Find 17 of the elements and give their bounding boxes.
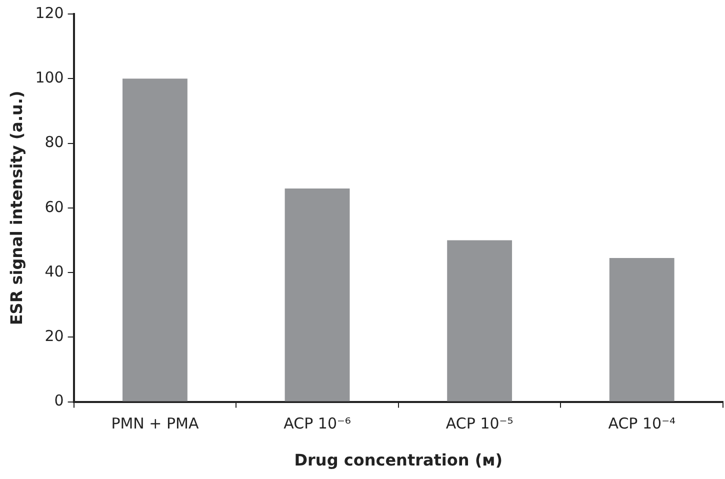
bar (447, 240, 512, 402)
y-tick-label: 40 (44, 262, 64, 280)
y-axis-title: ESR signal intensity (a.u.) (6, 90, 26, 326)
y-tick-label: 120 (35, 4, 64, 22)
x-tick-label: PMN + PMA (111, 414, 200, 433)
y-tick-label: 20 (44, 327, 64, 346)
y-tick-label: 60 (44, 198, 64, 216)
y-tick-label: 80 (44, 133, 64, 152)
y-tick-label: 100 (35, 68, 64, 87)
x-tick-label: ACP 10⁻⁴ (608, 414, 676, 433)
y-tick-label: 0 (54, 392, 64, 410)
x-axis-title: Drug concentration (ᴍ) (294, 450, 503, 470)
bar (609, 258, 674, 402)
x-tick-label: ACP 10⁻⁵ (446, 414, 514, 433)
x-tick-label: ACP 10⁻⁶ (284, 414, 351, 433)
bar (122, 78, 188, 402)
bar (284, 188, 350, 402)
